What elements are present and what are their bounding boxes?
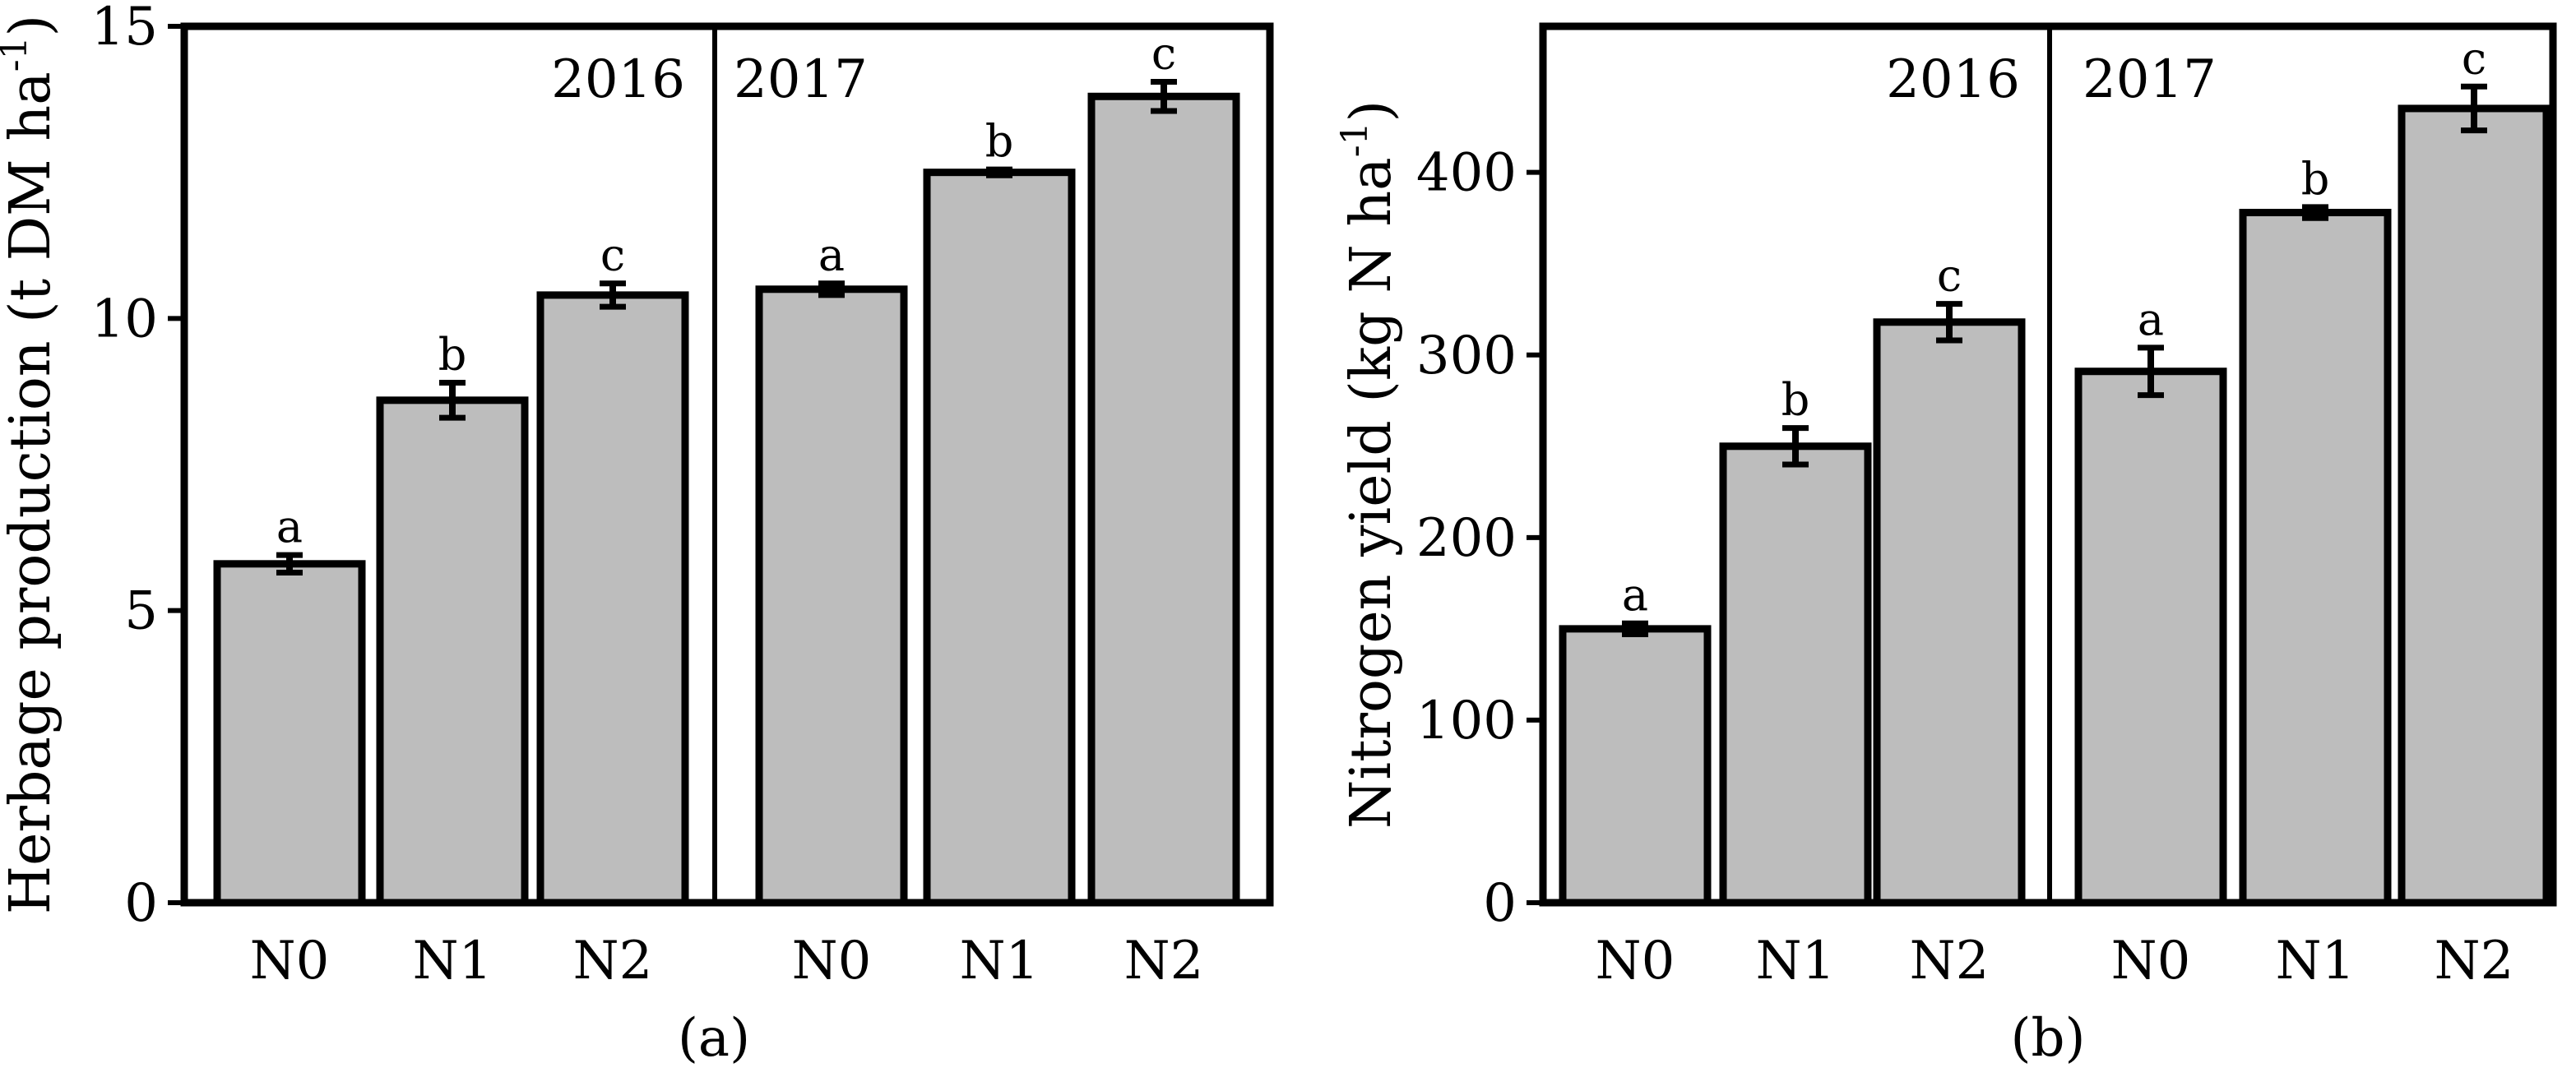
error-bar — [2461, 83, 2487, 134]
panel-a: a N0 b N1 c N2 2016 a N0 b N1 c N2 2017 0 5 10 15 Herbage … — [0, 0, 1274, 1069]
x-tick-label: N2 — [2435, 931, 2514, 991]
significance-letter: a — [1622, 569, 1648, 621]
significance-letter: b — [2301, 153, 2330, 205]
bar-2016-N0 — [213, 560, 366, 907]
y-axis-label-close: ) — [0, 15, 63, 37]
significance-letter: c — [1151, 28, 1176, 80]
x-tick-label: N1 — [2276, 931, 2356, 991]
year-label: 2016 — [1886, 49, 2020, 110]
significance-letter: a — [818, 229, 845, 281]
error-bar — [986, 166, 1012, 178]
x-tick-label: N0 — [2111, 931, 2191, 991]
y-tick-label: 0 — [1483, 873, 1517, 934]
bar-2016-N1 — [1719, 442, 1872, 907]
bar-2017-N2 — [1087, 92, 1240, 907]
significance-letter: c — [1937, 250, 1962, 302]
panel-b: a N0 b N1 c N2 2016 a N0 b N1 c N2 2017 0 100 200 300 400N… — [1334, 22, 2557, 1069]
error-bar — [818, 280, 845, 298]
x-tick-label: N0 — [792, 931, 872, 991]
y-tick-label: 5 — [124, 581, 158, 642]
significance-letter: c — [600, 229, 625, 281]
significance-letter: b — [985, 115, 1014, 167]
significance-letter: a — [276, 501, 303, 552]
bar-2016-N2 — [1873, 318, 2026, 907]
error-bar — [1151, 79, 1177, 114]
error-bar — [276, 552, 303, 575]
bar-2017-N1 — [923, 169, 1076, 907]
y-axis-label-superscript: -1 — [1334, 122, 1376, 157]
x-tick-label: N2 — [1124, 931, 1204, 991]
bar-2016-N2 — [536, 291, 689, 907]
significance-letter: a — [2138, 294, 2164, 345]
x-tick-label: N1 — [960, 931, 1040, 991]
significance-letter: b — [438, 329, 467, 381]
bar-2017-N0 — [2074, 367, 2227, 907]
y-axis-label: Nitrogen yield (kg N ha-1) — [1334, 100, 1404, 829]
significance-letter: c — [2462, 32, 2486, 84]
y-axis-label: Herbage production (t DM ha-1) — [0, 15, 63, 914]
y-axis-label-main: Nitrogen yield (kg N ha — [1339, 157, 1404, 829]
y-tick-label: 200 — [1416, 508, 1517, 569]
y-tick-label: 0 — [124, 873, 158, 934]
bar-2017-N2 — [2398, 104, 2551, 907]
x-tick-label: N2 — [1910, 931, 1990, 991]
y-axis-label-main: Herbage production (t DM ha — [0, 72, 63, 914]
error-bar — [1936, 301, 1962, 344]
y-tick-label: 10 — [91, 289, 158, 349]
error-bar — [1622, 620, 1648, 638]
x-tick-label: N0 — [1596, 931, 1675, 991]
bar-2017-N1 — [2239, 209, 2392, 907]
x-tick-label: N2 — [573, 931, 653, 991]
panel-label: (a) — [678, 1008, 750, 1069]
year-label: 2016 — [551, 49, 685, 110]
error-bar — [439, 380, 466, 421]
y-tick-label: 300 — [1416, 326, 1517, 386]
significance-letter: b — [1781, 374, 1810, 426]
error-bar — [2302, 204, 2328, 221]
x-tick-label: N1 — [413, 931, 493, 991]
x-tick-label: N1 — [1756, 931, 1836, 991]
y-axis-label-close: ) — [1339, 100, 1404, 122]
error-bar — [2138, 344, 2164, 399]
y-tick-label: 15 — [91, 0, 158, 58]
bar-2016-N1 — [376, 396, 529, 907]
error-bar — [600, 280, 626, 310]
bar-2016-N0 — [1559, 625, 1712, 907]
x-tick-label: N0 — [250, 931, 330, 991]
year-label: 2017 — [2083, 49, 2217, 110]
y-axis-label-superscript: -1 — [0, 36, 35, 72]
y-tick-label: 100 — [1416, 691, 1517, 751]
error-bar — [1782, 425, 1809, 468]
panel-label: (b) — [2011, 1008, 2086, 1069]
year-label: 2017 — [734, 49, 868, 110]
bar-2017-N0 — [755, 285, 908, 907]
plot-frame — [180, 22, 1274, 907]
y-tick-label: 400 — [1416, 143, 1517, 204]
